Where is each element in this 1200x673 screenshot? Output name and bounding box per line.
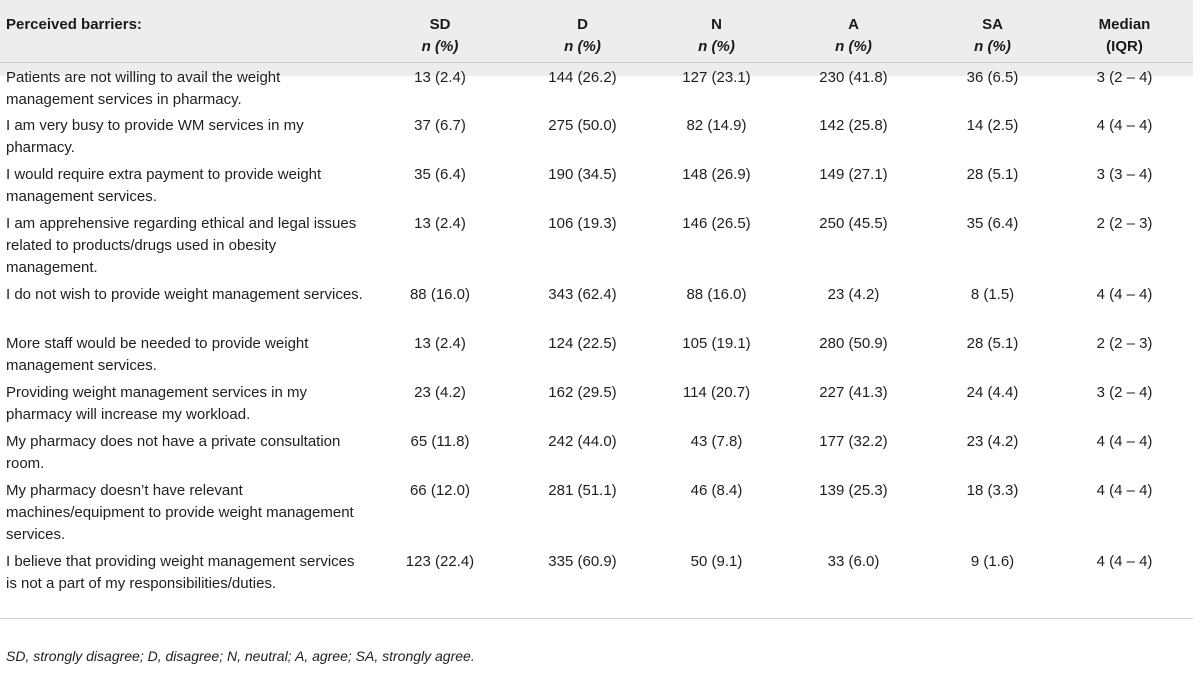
cell-median: 4 (4 – 4) [1096, 553, 1153, 570]
cell-n: 146 (26.5) [682, 215, 751, 232]
table-row: More staff would be needed to provide we… [0, 329, 1193, 378]
cell-median: 3 (2 – 4) [1096, 68, 1153, 86]
table-row: I do not wish to provide weight manageme… [0, 280, 1193, 329]
cell-n: 105 (19.1) [682, 335, 751, 352]
cell-d: 335 (60.9) [548, 553, 617, 570]
cell-d: 124 (22.5) [548, 335, 617, 352]
cell-sd: 37 (6.7) [414, 117, 466, 134]
cell-d: 162 (29.5) [548, 384, 617, 401]
cell-sd: 13 (2.4) [414, 68, 466, 86]
header-perceived-barriers: Perceived barriers: [6, 16, 142, 33]
table-footnote: SD, strongly disagree; D, disagree; N, n… [6, 648, 475, 664]
cell-n: 46 (8.4) [690, 482, 743, 499]
cell-n: 148 (26.9) [682, 166, 751, 183]
cell-n: 127 (23.1) [682, 68, 751, 86]
cell-sa: 36 (6.5) [966, 68, 1019, 86]
cell-a: 33 (6.0) [827, 553, 880, 570]
row-label: More staff would be needed to provide we… [6, 335, 309, 374]
cell-sd: 13 (2.4) [414, 335, 466, 352]
table-row: My pharmacy does not have a private cons… [0, 427, 1193, 476]
row-label: I am apprehensive regarding ethical and … [6, 215, 357, 276]
cell-sd: 66 (12.0) [409, 482, 471, 499]
cell-n: 50 (9.1) [690, 553, 743, 570]
cell-sa: 23 (4.2) [966, 433, 1019, 450]
row-label: My pharmacy does not have a private cons… [6, 433, 341, 472]
table-row: I am very busy to provide WM services in… [0, 111, 1193, 160]
cell-sa: 24 (4.4) [966, 384, 1019, 401]
cell-d: 242 (44.0) [548, 433, 617, 450]
cell-n: 114 (20.7) [682, 384, 751, 401]
header-sa: SA n (%) [974, 16, 1011, 55]
cell-median: 3 (2 – 4) [1096, 384, 1153, 401]
table-row: Providing weight management services in … [0, 378, 1193, 427]
cell-median: 4 (4 – 4) [1096, 117, 1153, 134]
cell-a: 142 (25.8) [819, 117, 888, 134]
cell-sd: 13 (2.4) [414, 215, 466, 232]
cell-d: 190 (34.5) [548, 166, 617, 183]
cell-sa: 14 (2.5) [966, 117, 1019, 134]
row-label: I believe that providing weight manageme… [6, 553, 355, 592]
cell-a: 149 (27.1) [819, 166, 888, 183]
cell-sd: 35 (6.4) [414, 166, 466, 183]
cell-sd: 65 (11.8) [410, 433, 470, 450]
table-row: I believe that providing weight manageme… [0, 547, 1193, 618]
cell-sa: 8 (1.5) [970, 286, 1015, 303]
cell-median: 4 (4 – 4) [1096, 433, 1153, 450]
cell-sa: 35 (6.4) [966, 215, 1019, 232]
header-median: Median (IQR) [1098, 16, 1151, 55]
table-row: Patients are not willing to avail the we… [0, 62, 1193, 111]
cell-n: 82 (14.9) [686, 117, 747, 134]
cell-median: 2 (2 – 3) [1096, 215, 1153, 232]
cell-sa: 28 (5.1) [966, 166, 1019, 183]
header-sd: SD n (%) [421, 16, 459, 55]
cell-a: 230 (41.8) [819, 68, 888, 86]
row-label: I would require extra payment to provide… [6, 166, 322, 205]
cell-d: 343 (62.4) [548, 286, 617, 303]
cell-sa: 9 (1.6) [970, 553, 1015, 570]
cell-d: 281 (51.1) [548, 482, 617, 499]
cell-d: 275 (50.0) [548, 117, 617, 134]
cell-sa: 18 (3.3) [966, 482, 1019, 499]
row-label: Providing weight management services in … [6, 384, 307, 423]
cell-a: 250 (45.5) [819, 215, 888, 232]
cell-sd: 23 (4.2) [414, 384, 466, 401]
cell-sa: 28 (5.1) [966, 335, 1019, 352]
cell-sd: 88 (16.0) [409, 286, 471, 303]
cell-median: 2 (2 – 3) [1096, 335, 1153, 352]
cell-a: 23 (4.2) [827, 286, 880, 303]
cell-n: 88 (16.0) [686, 286, 747, 303]
row-label: Patients are not willing to avail the we… [6, 68, 281, 108]
cell-d: 144 (26.2) [548, 68, 617, 86]
header-background [0, 0, 1193, 76]
cell-n: 43 (7.8) [690, 433, 743, 450]
table-row: I would require extra payment to provide… [0, 160, 1193, 209]
cell-d: 106 (19.3) [548, 215, 617, 232]
row-label: I am very busy to provide WM services in… [6, 117, 304, 156]
cell-a: 177 (32.2) [819, 433, 888, 450]
cell-median: 4 (4 – 4) [1096, 286, 1153, 303]
table-row: My pharmacy doesn’t have relevant machin… [0, 476, 1193, 547]
cell-a: 139 (25.3) [819, 482, 888, 499]
table-row: I am apprehensive regarding ethical and … [0, 209, 1193, 280]
row-label: I do not wish to provide weight manageme… [6, 286, 363, 303]
cell-median: 3 (3 – 4) [1096, 166, 1153, 183]
cell-a: 227 (41.3) [819, 384, 888, 401]
cell-median: 4 (4 – 4) [1096, 482, 1153, 499]
cell-sd: 123 (22.4) [405, 553, 475, 570]
row-label: My pharmacy doesn’t have relevant machin… [6, 482, 354, 543]
cell-a: 280 (50.9) [819, 335, 888, 352]
